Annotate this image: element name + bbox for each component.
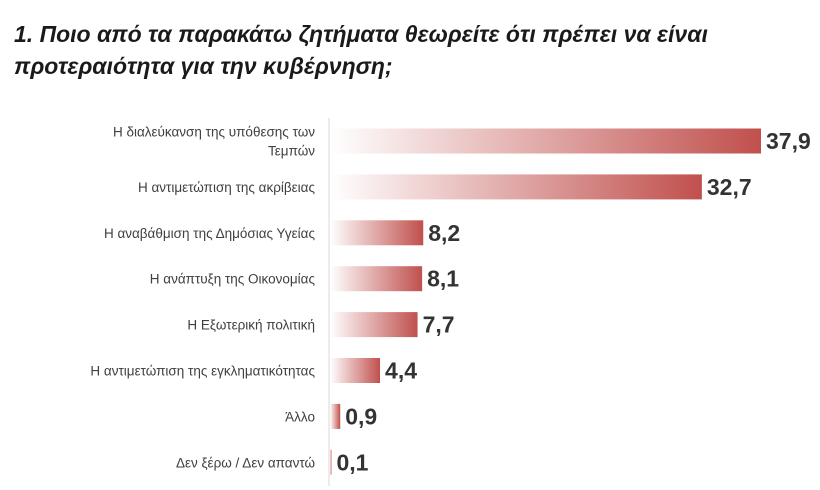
value-label: 32,7 <box>707 174 752 200</box>
bar <box>330 128 761 154</box>
bar <box>330 312 418 338</box>
value-label: 0,9 <box>345 403 377 429</box>
category-label: Η Εξωτερική πολιτική <box>187 318 315 333</box>
bar <box>330 403 341 429</box>
value-label: 8,1 <box>427 266 459 292</box>
category-label: Η αντιμετώπιση της ακρίβειας <box>138 180 315 195</box>
category-label: Τεμπών <box>268 144 315 159</box>
value-label: 37,9 <box>766 128 811 154</box>
category-label: Η αντιμετώπιση της εγκληματικότητας <box>90 364 315 379</box>
bar <box>330 174 702 200</box>
bar <box>330 449 332 475</box>
value-label: 7,7 <box>423 312 455 338</box>
value-label: 8,2 <box>428 220 460 246</box>
bar <box>330 220 424 246</box>
value-label: 0,1 <box>337 449 369 475</box>
bar <box>330 358 381 383</box>
category-label: Η διαλεύκανση της υπόθεσης των <box>113 125 315 140</box>
category-label: Άλλο <box>285 409 315 424</box>
category-label: Η αναβάθμιση της Δημόσιας Υγείας <box>104 226 316 241</box>
value-label: 4,4 <box>385 358 417 384</box>
bar <box>330 266 423 292</box>
category-label: Η ανάπτυξη της Οικονομίας <box>150 272 316 287</box>
category-label: Δεν ξέρω / Δεν απαντώ <box>176 455 315 470</box>
chart-title: 1. Ποιο από τα παρακάτω ζητήματα θεωρείτ… <box>14 21 708 79</box>
